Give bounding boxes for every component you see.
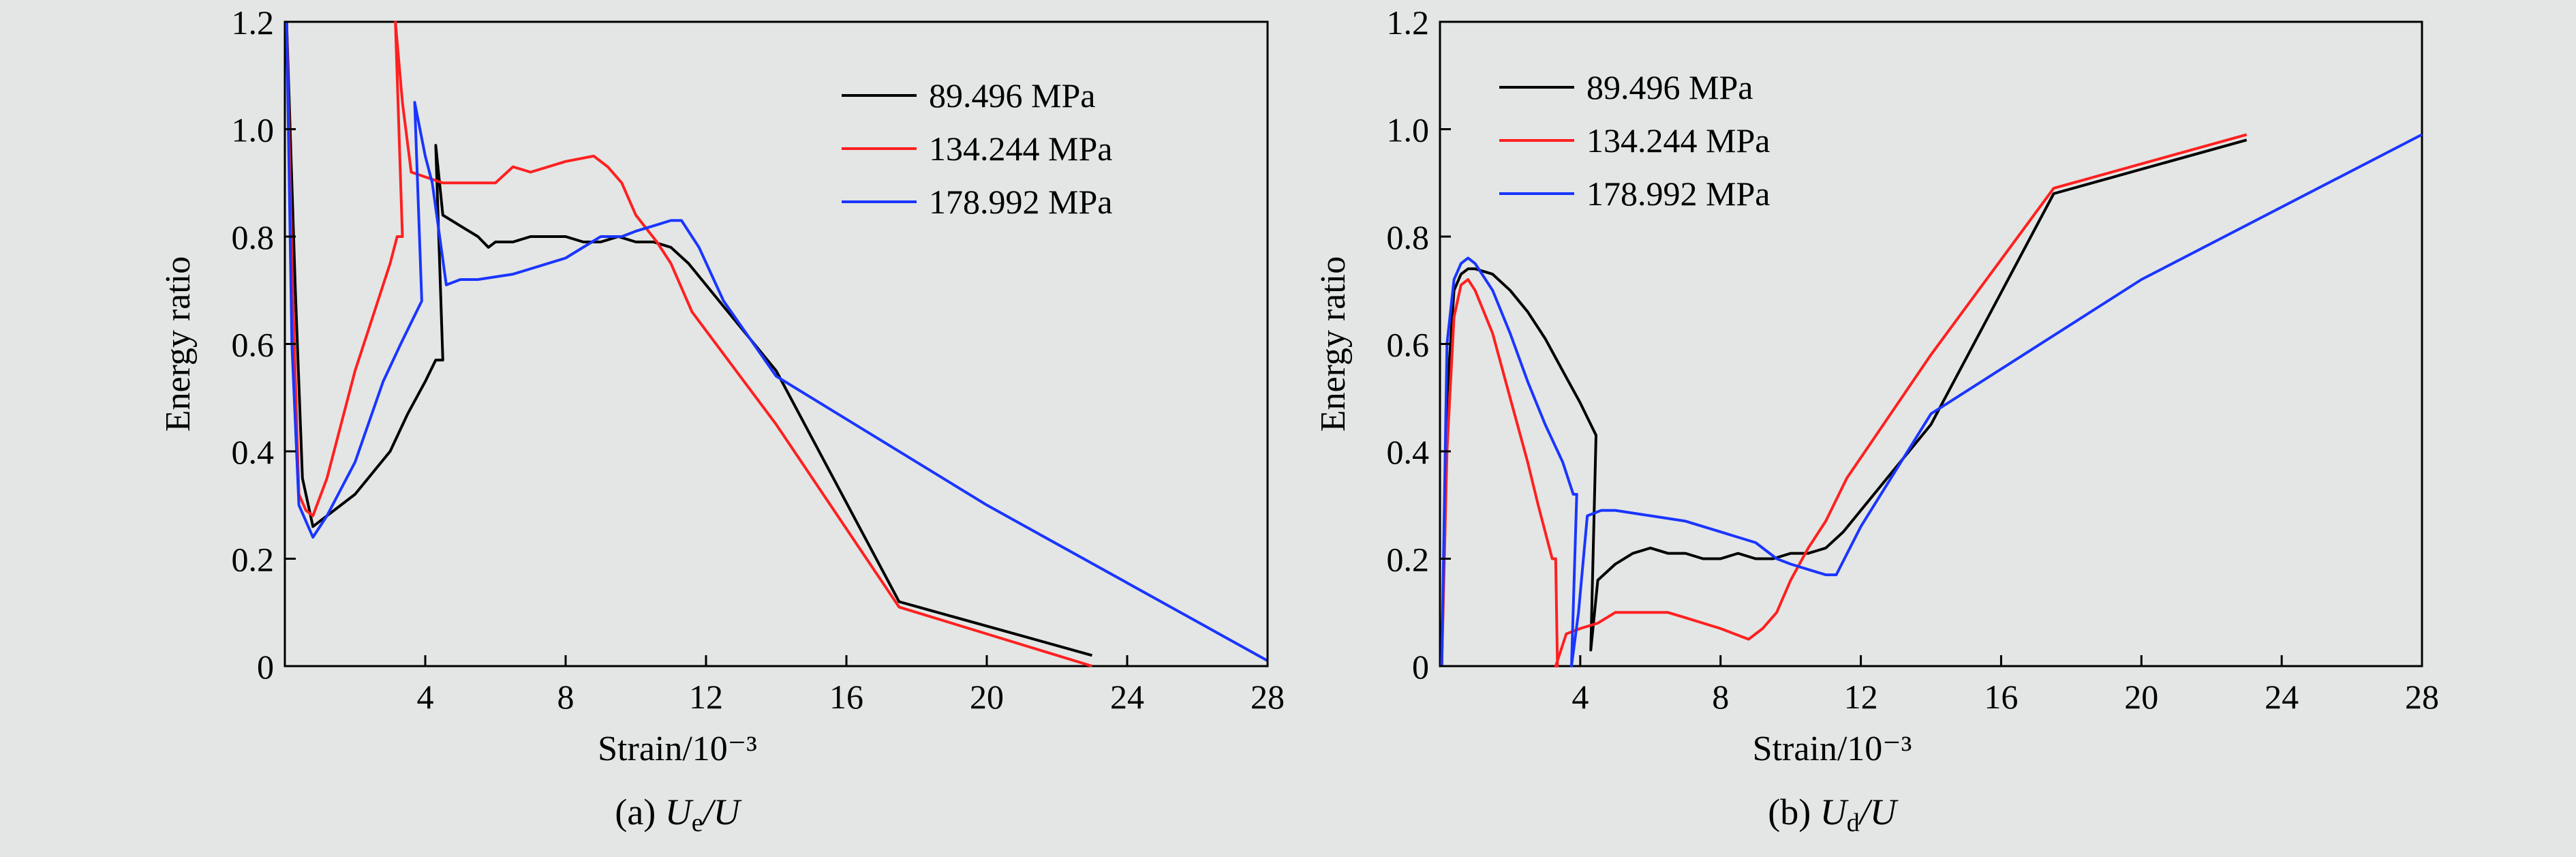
legend: 89.496 MPa 134.244 MPa 178.992 MPa	[842, 76, 1112, 221]
caption-prefix: (a)	[615, 792, 664, 832]
x-tick-label: 20	[2124, 678, 2158, 716]
legend-label-1: 134.244 MPa	[929, 130, 1112, 168]
y-tick-label: 0.2	[1387, 541, 1430, 579]
y-tick-label: 1.0	[232, 111, 275, 149]
legend-label-2: 178.992 MPa	[1586, 175, 1770, 213]
legend-label-2: 178.992 MPa	[929, 183, 1112, 221]
x-tick-label: 8	[1712, 678, 1729, 716]
legend-label-1: 134.244 MPa	[1586, 121, 1770, 160]
caption-sub: e	[692, 809, 703, 837]
y-tick-label: 1.2	[1387, 3, 1430, 42]
panel-caption: (b) Ud/U	[1768, 792, 1898, 837]
y-tick-label: 0.4	[232, 433, 275, 471]
series-line-1	[285, 20, 1093, 667]
y-tick-label: 0.6	[1387, 326, 1430, 364]
x-tick-label: 24	[1110, 678, 1144, 716]
axis-ticks: 4 8 12 16 20 24 28 0 0.2 0.4 0.6 0.8 1.0 1.2	[232, 3, 1285, 716]
x-tick-label: 4	[1571, 678, 1589, 716]
x-tick-label: 28	[2405, 678, 2439, 716]
x-tick-label: 28	[1251, 678, 1285, 716]
x-tick-label: 4	[417, 678, 434, 716]
axis-ticks: 4 8 12 16 20 24 28 0 0.2 0.4 0.6 0.8 1.0 1.2	[1387, 3, 2440, 716]
x-tick-label: 16	[829, 678, 863, 716]
series-lines	[1440, 133, 2423, 667]
legend-label-0: 89.496 MPa	[929, 76, 1095, 115]
y-tick-label: 0.4	[1387, 433, 1430, 471]
series-line-0	[285, 21, 1093, 657]
x-tick-label: 16	[1984, 678, 2018, 716]
y-tick-label: 0	[257, 648, 274, 686]
caption-var: U	[665, 792, 694, 832]
y-axis-title: Energy ratio	[159, 256, 198, 432]
x-tick-label: 12	[1844, 678, 1878, 716]
x-tick-label: 24	[2265, 678, 2299, 716]
caption-sub: d	[1847, 809, 1860, 837]
panel-caption: (a) Ue/U	[615, 792, 741, 837]
y-tick-label: 1.2	[232, 3, 275, 42]
panel-b: 4 8 12 16 20 24 28 0 0.2 0.4 0.6 0.8 1.0 1.2 Energy r…	[1314, 3, 2439, 837]
x-tick-label: 8	[557, 678, 574, 716]
caption-suffix: /U	[1858, 792, 1899, 832]
x-tick-label: 20	[970, 678, 1004, 716]
panel-a: 4 8 12 16 20 24 28 0 0.2 0.4 0.6 0.8 1.0 1.2 Energy r…	[159, 3, 1285, 837]
caption-suffix: /U	[701, 792, 742, 832]
y-tick-label: 0.8	[1387, 218, 1430, 256]
x-axis-title: Strain/10⁻³	[598, 730, 757, 768]
series-line-2	[1440, 133, 2423, 667]
x-tick-label: 12	[689, 678, 723, 716]
y-tick-label: 1.0	[1387, 111, 1430, 149]
caption-prefix: (b)	[1768, 792, 1820, 832]
y-tick-label: 0.6	[232, 326, 275, 364]
legend-label-0: 89.496 MPa	[1586, 68, 1753, 106]
series-line-2	[285, 21, 1268, 662]
y-axis-title: Energy ratio	[1314, 256, 1353, 432]
y-tick-label: 0	[1412, 648, 1429, 686]
y-tick-label: 0.8	[232, 218, 275, 256]
x-axis-title: Strain/10⁻³	[1753, 730, 1912, 768]
legend: 89.496 MPa 134.244 MPa 178.992 MPa	[1499, 68, 1770, 213]
series-lines	[285, 20, 1268, 667]
caption-var: U	[1820, 792, 1849, 832]
y-tick-label: 0.2	[232, 541, 275, 579]
